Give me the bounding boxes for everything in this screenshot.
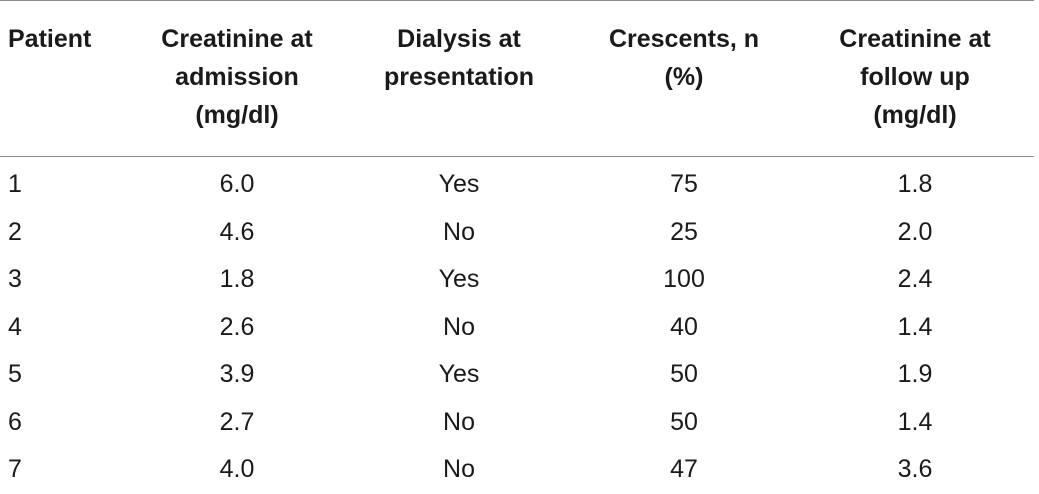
cell-creatinine-admission: 2.7 bbox=[219, 407, 255, 436]
cell-patient: 5 bbox=[8, 360, 22, 389]
cell-creatinine-admission: 4.6 bbox=[219, 217, 255, 246]
cell-dialysis: No bbox=[443, 455, 475, 484]
header-crescents: Crescents, n (%) bbox=[572, 0, 796, 157]
cell-crescents: 25 bbox=[670, 217, 698, 246]
cell-dialysis: No bbox=[443, 312, 475, 341]
cell-creatinine-follow-up: 1.9 bbox=[897, 360, 933, 389]
cell-dialysis: Yes bbox=[438, 265, 480, 294]
header-line: (mg/dl) bbox=[195, 101, 279, 129]
cell-crescents: 50 bbox=[670, 407, 698, 436]
cell-creatinine-follow-up: 1.4 bbox=[897, 407, 933, 436]
cell-creatinine-follow-up: 1.4 bbox=[897, 312, 933, 341]
header-line: Creatinine at bbox=[161, 25, 313, 53]
cell-creatinine-admission: 2.6 bbox=[219, 312, 255, 341]
cell-crescents: 75 bbox=[670, 170, 698, 199]
table-row: 3 1.8 Yes 100 2.4 bbox=[0, 256, 1034, 304]
table-body: 1 6.0 Yes 75 1.8 2 4.6 No 25 2.0 3 1.8 Y… bbox=[0, 157, 1034, 494]
cell-creatinine-follow-up: 2.0 bbox=[897, 217, 933, 246]
cell-creatinine-follow-up: 3.6 bbox=[897, 455, 933, 484]
header-line: presentation bbox=[383, 63, 535, 91]
table-row: 1 6.0 Yes 75 1.8 bbox=[0, 157, 1034, 209]
cell-creatinine-admission: 4.0 bbox=[219, 455, 255, 484]
header-patient: Patient bbox=[0, 0, 128, 157]
cell-dialysis: No bbox=[443, 407, 475, 436]
header-line: Crescents, n bbox=[608, 25, 760, 53]
cell-dialysis: Yes bbox=[438, 170, 480, 199]
cell-creatinine-admission: 6.0 bbox=[219, 170, 255, 199]
header-creatinine-admission: Creatinine at admission (mg/dl) bbox=[128, 0, 346, 157]
cell-patient: 7 bbox=[8, 455, 22, 484]
table-row: 7 4.0 No 47 3.6 bbox=[0, 446, 1034, 494]
cell-patient: 1 bbox=[8, 170, 22, 199]
header-dialysis-presentation: Dialysis at presentation bbox=[346, 0, 572, 157]
cell-creatinine-admission: 1.8 bbox=[219, 265, 255, 294]
header-patient-line: Patient bbox=[8, 25, 92, 53]
header-line: (mg/dl) bbox=[873, 101, 957, 129]
cell-crescents: 40 bbox=[670, 312, 698, 341]
header-line: Creatinine at bbox=[839, 25, 991, 53]
cell-crescents: 100 bbox=[663, 265, 705, 294]
cell-creatinine-admission: 3.9 bbox=[219, 360, 255, 389]
cell-dialysis: Yes bbox=[438, 360, 480, 389]
header-line: admission bbox=[175, 63, 299, 91]
header-creatinine-follow-up: Creatinine at follow up (mg/dl) bbox=[796, 0, 1034, 157]
cell-patient: 4 bbox=[8, 312, 22, 341]
cell-creatinine-follow-up: 1.8 bbox=[897, 170, 933, 199]
cell-crescents: 50 bbox=[670, 360, 698, 389]
cell-dialysis: No bbox=[443, 217, 475, 246]
cell-crescents: 47 bbox=[670, 455, 698, 484]
table-row: 5 3.9 Yes 50 1.9 bbox=[0, 351, 1034, 399]
cell-patient: 2 bbox=[8, 217, 22, 246]
cell-creatinine-follow-up: 2.4 bbox=[897, 265, 933, 294]
table-row: 2 4.6 No 25 2.0 bbox=[0, 209, 1034, 257]
header-line: (%) bbox=[664, 63, 704, 91]
table-row: 4 2.6 No 40 1.4 bbox=[0, 304, 1034, 352]
table-header: Patient Creatinine at admission (mg/dl) … bbox=[0, 0, 1034, 157]
header-line: Dialysis at bbox=[397, 25, 521, 53]
table-row: 6 2.7 No 50 1.4 bbox=[0, 399, 1034, 447]
cell-patient: 3 bbox=[8, 265, 22, 294]
cell-patient: 6 bbox=[8, 407, 22, 436]
header-row: Patient Creatinine at admission (mg/dl) … bbox=[0, 0, 1034, 157]
header-line: follow up bbox=[860, 63, 970, 91]
